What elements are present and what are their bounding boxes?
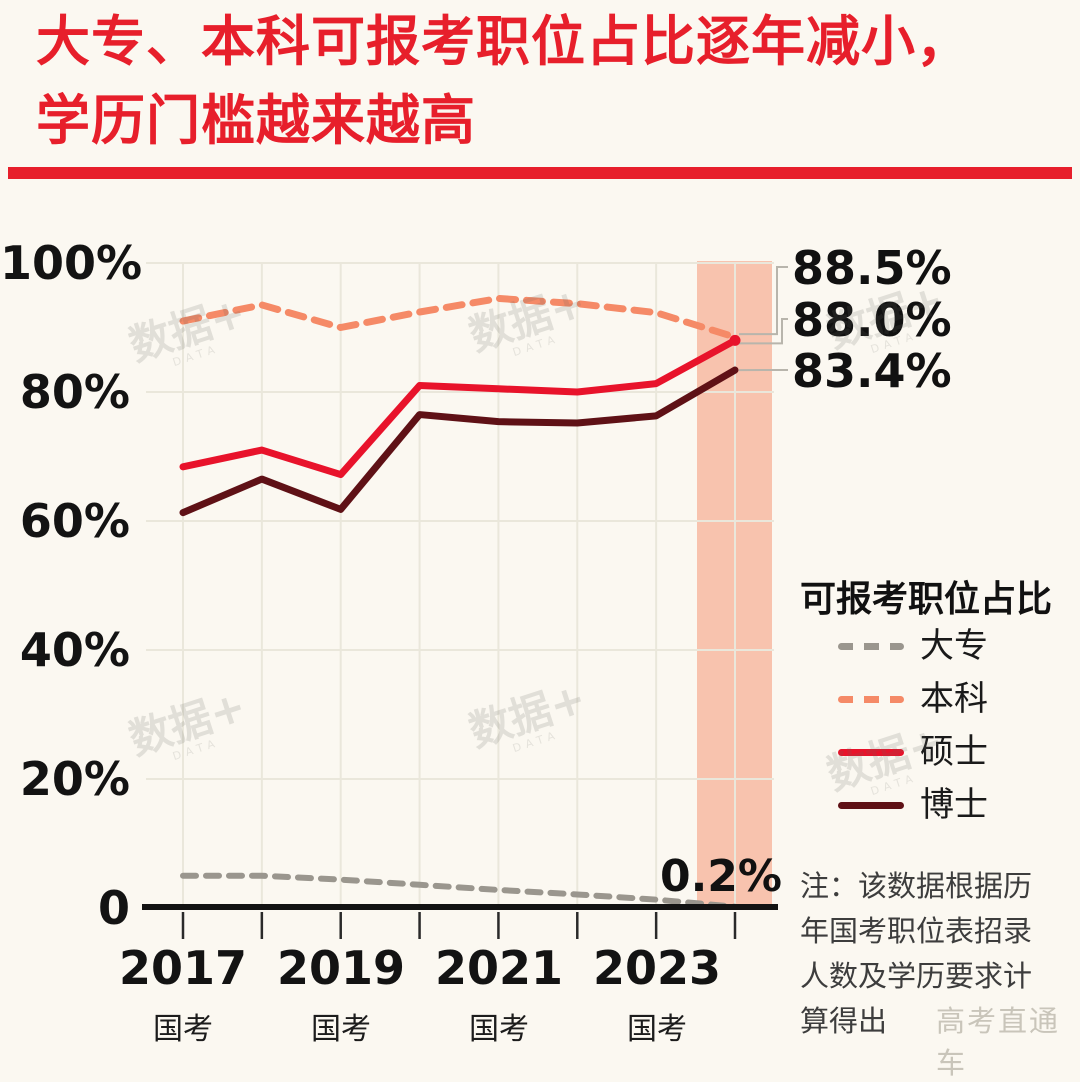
credit-watermark: 高考直通车 bbox=[936, 998, 1080, 1082]
legend-item-college: 大专 bbox=[838, 626, 988, 666]
y-axis-label-80: 80% bbox=[0, 365, 130, 419]
legend-title: 可报考职位占比 bbox=[800, 570, 1070, 622]
legend-label: 大专 bbox=[920, 626, 988, 666]
legend-item-bachelor: 本科 bbox=[838, 679, 988, 719]
x-axis-label-2023: 2023 bbox=[577, 942, 737, 994]
page-title-line2: 学历门槛越来越高 bbox=[36, 81, 1056, 160]
y-axis-label-40: 40% bbox=[0, 623, 130, 677]
legend-item-doctor: 博士 bbox=[838, 785, 988, 825]
x-axis-sublabel-guokao: 国考 bbox=[419, 1004, 579, 1048]
college-dashed-line-swatch bbox=[838, 643, 904, 650]
legend-item-master: 硕士 bbox=[838, 732, 988, 772]
x-axis-label-2017: 2017 bbox=[103, 942, 263, 994]
x-axis-label-2019: 2019 bbox=[261, 942, 421, 994]
series-endpoint-dot bbox=[729, 335, 740, 346]
annotation-doctor-83-4: 83.4% bbox=[792, 345, 952, 397]
legend-label: 硕士 bbox=[920, 732, 988, 772]
bachelor-dashed-line-swatch bbox=[838, 696, 904, 703]
master-solid-line-swatch bbox=[838, 749, 904, 756]
series-line-master bbox=[183, 340, 735, 474]
annotation-bachelor-88-5: 88.5% bbox=[792, 242, 952, 294]
page-title: 大专、本科可报考职位占比逐年减小， 学历门槛越来越高 bbox=[36, 2, 1056, 160]
legend-label: 本科 bbox=[920, 679, 988, 719]
doctor-solid-line-swatch bbox=[838, 802, 904, 809]
y-axis-label-100: 100% bbox=[0, 236, 130, 290]
y-axis-label-20: 20% bbox=[0, 752, 130, 806]
annotation-master-88-0: 88.0% bbox=[792, 294, 952, 346]
annotation-college-0-2: 0.2% bbox=[620, 851, 782, 903]
y-axis-label-0: 0 bbox=[0, 881, 130, 935]
x-axis-sublabel-guokao: 国考 bbox=[103, 1004, 263, 1048]
x-axis-label-2021: 2021 bbox=[419, 942, 579, 994]
title-underline bbox=[8, 167, 1072, 179]
page-title-line1: 大专、本科可报考职位占比逐年减小， bbox=[36, 2, 1056, 81]
x-axis-sublabel-guokao: 国考 bbox=[261, 1004, 421, 1048]
series-line-bachelor bbox=[183, 298, 735, 337]
x-axis-sublabel-guokao: 国考 bbox=[577, 1004, 737, 1048]
legend-label: 博士 bbox=[920, 785, 988, 825]
y-axis-label-60: 60% bbox=[0, 494, 130, 548]
